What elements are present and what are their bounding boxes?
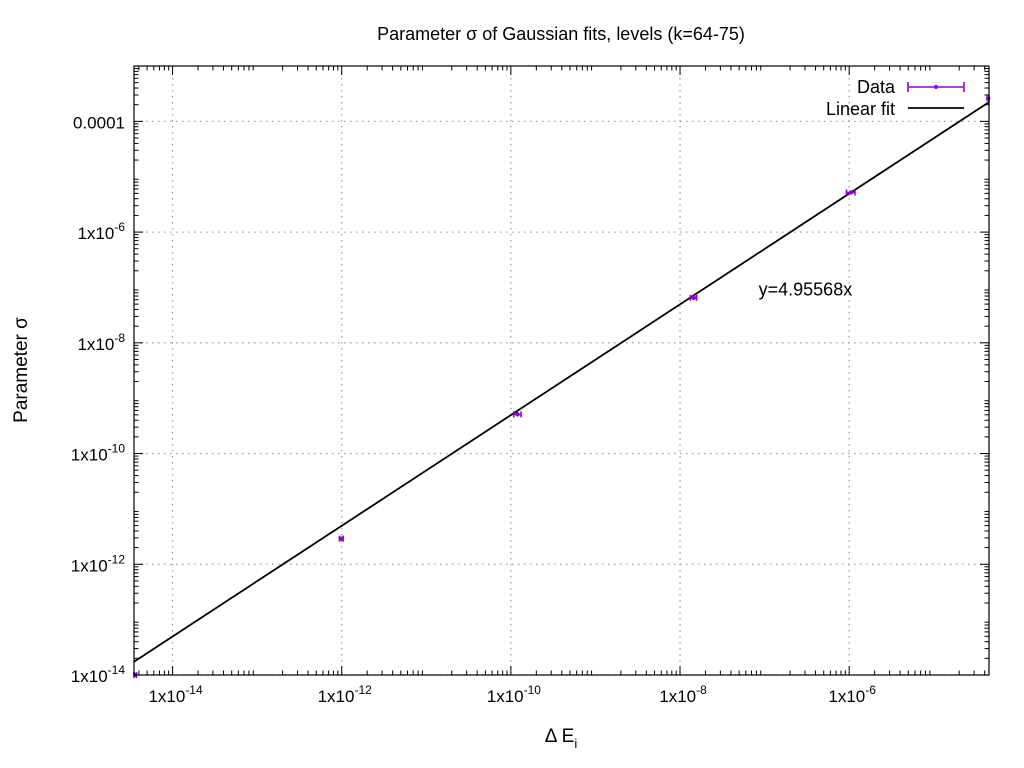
ticks-layer [134,66,989,676]
x-tick-label-exponent: -6 [865,683,876,697]
y-tick-label: 1x10-12 [71,552,126,575]
point-marker [339,536,344,541]
y-axis-label: Parameter σ [11,317,32,423]
grid-layer [134,66,989,676]
y-tick-label-base: 0.0001 [73,113,125,132]
y-tick-label-base: 1x10 [77,335,114,354]
fit-layer [133,101,990,663]
data-point [985,95,991,102]
x-tick-label: 1x10-6 [828,683,876,706]
data-point [689,294,698,301]
y-tick-label-base: 1x10 [71,446,108,465]
y-tick-label-exponent: -10 [108,442,126,456]
tick-labels-layer: 1x10-14 1x10-12 1x10-10 1x10-8 1x10-61x10-14… [71,113,876,706]
x-tick-label-exponent: -8 [696,683,707,697]
data-point [512,411,522,418]
x-tick-label-exponent: -10 [524,683,542,697]
x-tick-label: 1x10-12 [318,683,373,706]
fit-equation-annotation: y=4.95568x [759,279,853,299]
legend: Data Linear fit [826,77,965,119]
x-tick-label: 1x10-8 [659,683,707,706]
y-tick-label-exponent: -14 [108,663,126,677]
data-point [845,189,856,196]
y-tick-label: 1x10-10 [71,442,126,465]
point-marker [985,96,991,101]
y-tick-label: 1x10-8 [77,331,125,354]
data-points-layer [132,95,991,678]
x-tick-label-exponent: -12 [354,683,372,697]
y-tick-label-exponent: -8 [114,331,125,345]
x-tick-label-exponent: -14 [185,683,203,697]
x-axis-label-subscript: i [574,736,577,751]
x-tick-label-base: 1x10 [828,687,865,706]
y-tick-label-base: 1x10 [71,667,108,686]
x-tick-label-base: 1x10 [659,687,696,706]
y-tick-label: 1x10-6 [77,220,125,243]
legend-label-fit: Linear fit [826,99,895,119]
y-tick-label: 0.0001 [73,113,125,132]
x-axis-label-main: Δ E [545,726,575,747]
y-tick-label-base: 1x10 [71,556,108,575]
legend-swatch-data [907,82,965,92]
x-axis-label: Δ Ei [545,726,578,751]
plot-frame [133,65,990,676]
point-marker [515,412,520,417]
x-tick-label: 1x10-14 [148,683,203,706]
legend-label-data: Data [857,77,896,97]
fit-line [133,101,990,663]
point-marker [691,295,696,301]
point-marker [848,190,854,195]
x-tick-label: 1x10-10 [487,683,542,706]
x-tick-label-base: 1x10 [148,687,185,706]
chart-title: Parameter σ of Gaussian fits, levels (k=… [377,24,745,44]
x-tick-label-base: 1x10 [318,687,355,706]
data-point [338,535,344,542]
x-tick-label-base: 1x10 [487,687,524,706]
y-tick-label-exponent: -12 [108,552,126,566]
y-tick-label-base: 1x10 [77,224,114,243]
y-tick-label-exponent: -6 [114,220,125,234]
y-tick-label: 1x10-14 [71,663,126,686]
